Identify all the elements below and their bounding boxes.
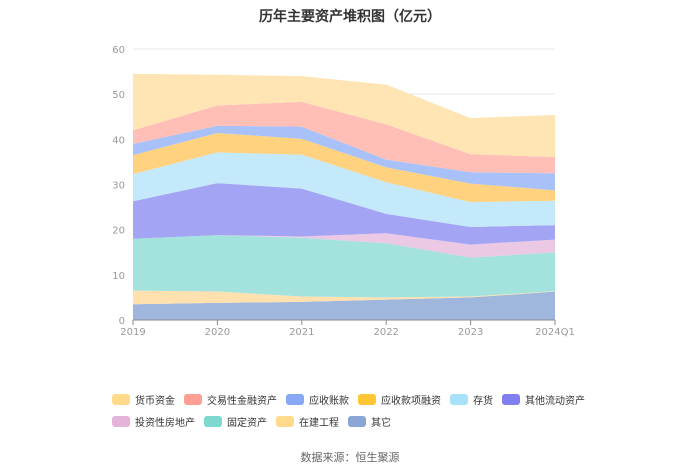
- chart-legend: 货币资金 交易性金融资产 应收账款 应收款项融资 存货 其他流动资产 投资性房地产 固定资产…: [112, 388, 612, 432]
- y-tick-label: 40: [112, 135, 125, 146]
- y-tick-label: 60: [112, 45, 125, 56]
- stacked-area-chart: 0 10 20 30 40 50 60 2019 2020 2021 2022 2023 2024Q1: [112, 45, 575, 338]
- y-tick-label: 30: [112, 181, 125, 192]
- legend-row: 货币资金 交易性金融资产 应收账款 应收款项融资 存货 其他流动资产: [112, 388, 612, 410]
- legend-swatch: [112, 393, 130, 405]
- area-series: [133, 233, 555, 258]
- area-series: [133, 183, 555, 245]
- x-tick-label: 2019: [120, 327, 145, 338]
- area-series: [133, 152, 555, 227]
- legend-swatch: [286, 393, 304, 405]
- legend-label: 投资性房地产: [135, 417, 195, 429]
- legend-label: 其它: [371, 417, 391, 429]
- x-tick-label: 2020: [205, 327, 230, 338]
- legend-label: 应收款项融资: [381, 395, 441, 407]
- legend-label: 应收账款: [309, 395, 349, 407]
- area-series: [133, 73, 555, 157]
- legend-item[interactable]: 其他流动资产: [502, 392, 585, 407]
- x-tick-label: 2023: [458, 327, 483, 338]
- area-series: [133, 235, 555, 298]
- legend-item[interactable]: 应收账款: [286, 392, 349, 407]
- area-series: [133, 291, 555, 320]
- legend-swatch: [184, 393, 202, 405]
- y-tick-label: 50: [112, 90, 125, 101]
- legend-item[interactable]: 在建工程: [276, 414, 339, 429]
- area-series: [133, 125, 555, 191]
- legend-label: 货币资金: [135, 395, 175, 407]
- legend-item[interactable]: 应收款项融资: [358, 392, 441, 407]
- legend-swatch: [358, 393, 376, 405]
- y-tick-label: 0: [119, 316, 125, 327]
- legend-swatch: [112, 415, 130, 427]
- legend-swatch: [450, 393, 468, 405]
- legend-item[interactable]: 存货: [450, 392, 493, 407]
- legend-item[interactable]: 货币资金: [112, 392, 175, 407]
- x-tick-label: 2021: [289, 327, 314, 338]
- legend-label: 固定资产: [227, 417, 267, 429]
- y-tick-label: 20: [112, 226, 125, 237]
- legend-item[interactable]: 交易性金融资产: [184, 392, 277, 407]
- legend-swatch: [502, 393, 520, 405]
- chart-title: 历年主要资产堆积图（亿元）: [259, 9, 441, 25]
- y-tick-label: 10: [112, 271, 125, 282]
- legend-swatch: [276, 415, 294, 427]
- legend-label: 存货: [473, 395, 493, 407]
- legend-label: 交易性金融资产: [207, 395, 277, 407]
- x-tick-label: 2022: [373, 327, 398, 338]
- legend-item[interactable]: 其它: [348, 414, 391, 429]
- legend-row: 投资性房地产 固定资产 在建工程 其它: [112, 410, 612, 432]
- legend-item[interactable]: 固定资产: [204, 414, 267, 429]
- legend-item[interactable]: 投资性房地产: [112, 414, 195, 429]
- area-series: [133, 101, 555, 174]
- legend-label: 其他流动资产: [525, 395, 585, 407]
- area-series: [133, 290, 555, 305]
- x-tick-label: 2024Q1: [535, 327, 575, 338]
- legend-swatch: [348, 415, 366, 427]
- data-source-note: 数据来源：恒生聚源: [300, 451, 400, 464]
- legend-swatch: [204, 415, 222, 427]
- area-series: [133, 133, 555, 203]
- legend-label: 在建工程: [299, 417, 339, 429]
